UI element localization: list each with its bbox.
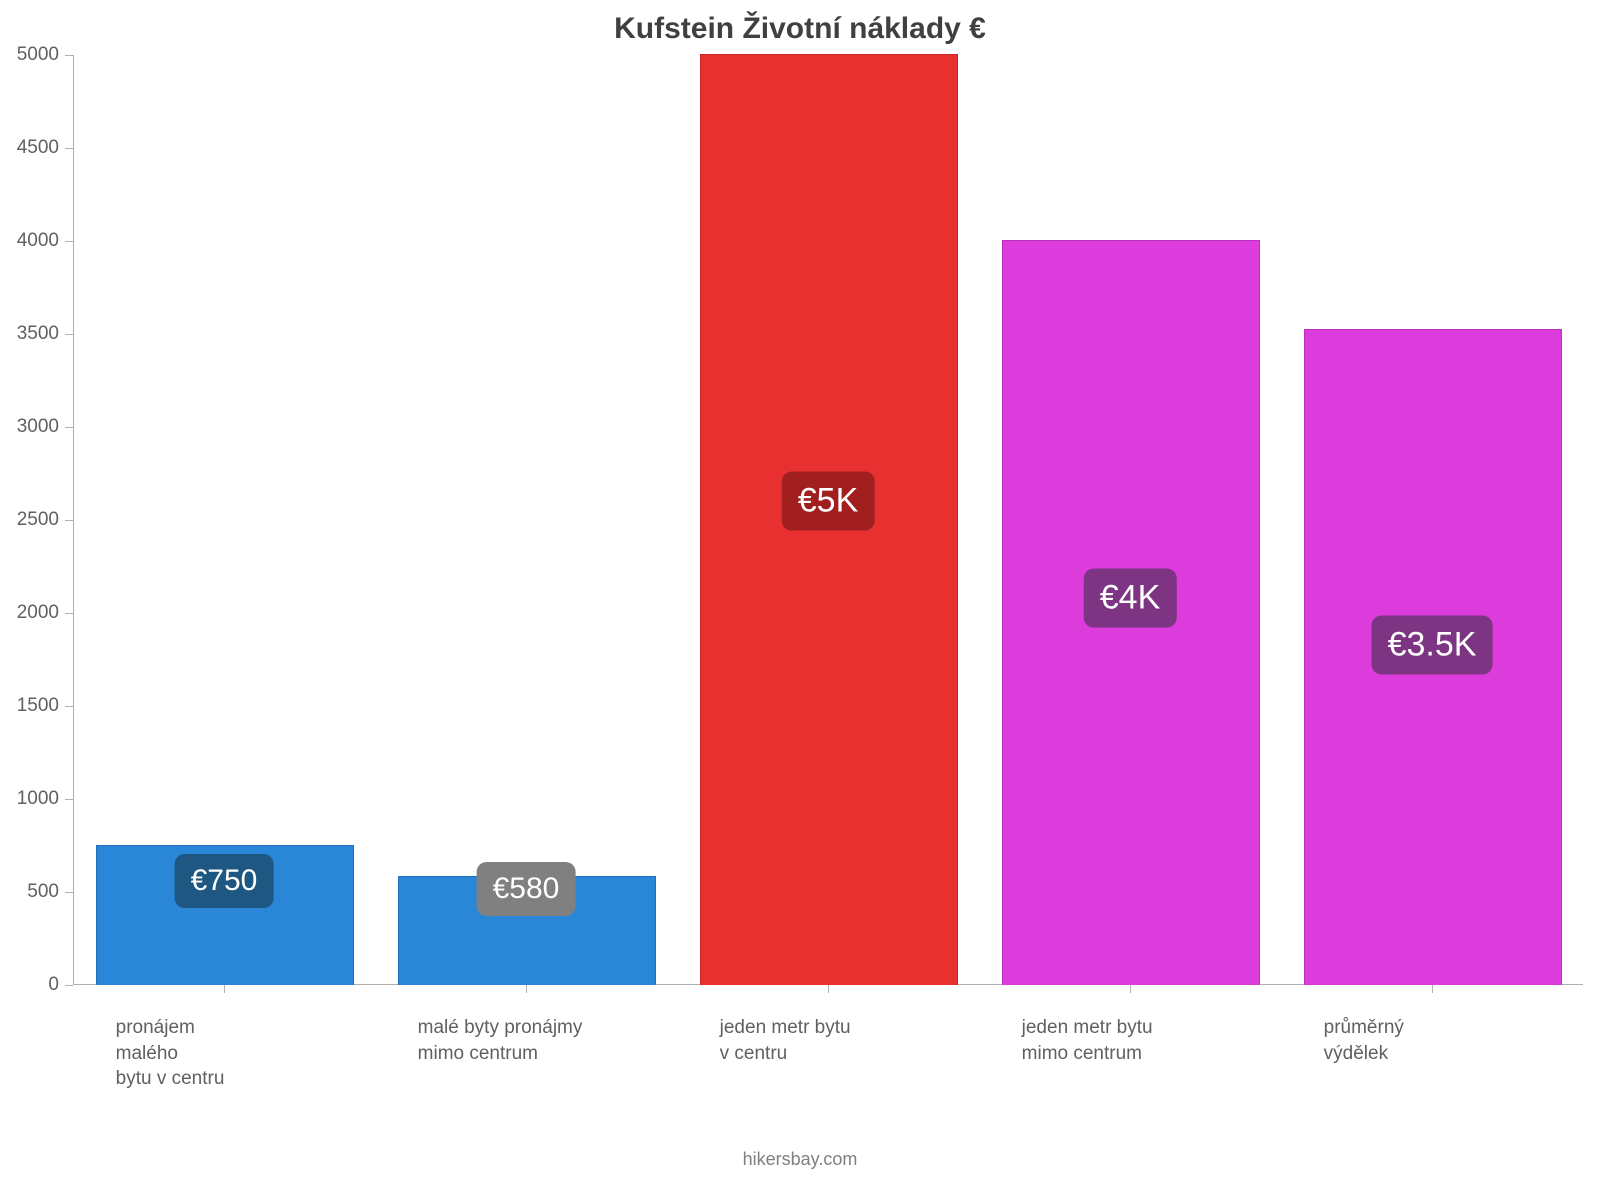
- xtick-label: jeden metr bytumimo centrum: [1022, 1015, 1153, 1066]
- ytick-label: 1000: [17, 788, 59, 810]
- bar-value-label: €750: [175, 854, 274, 908]
- xtick-mark: [828, 985, 829, 993]
- ytick-mark: [65, 241, 73, 242]
- ytick-mark: [65, 148, 73, 149]
- ytick-mark: [65, 55, 73, 56]
- attribution-text: hikersbay.com: [0, 1149, 1600, 1170]
- bar-value-label: €5K: [782, 472, 875, 531]
- bar-value-label: €580: [477, 862, 576, 916]
- xtick-mark: [224, 985, 225, 993]
- ytick-mark: [65, 427, 73, 428]
- ytick-mark: [65, 985, 73, 986]
- y-axis-line: [73, 55, 74, 985]
- ytick-label: 2000: [17, 602, 59, 624]
- ytick-label: 0: [48, 974, 59, 996]
- ytick-label: 500: [27, 881, 59, 903]
- bar-value-label: €4K: [1084, 569, 1177, 628]
- ytick-mark: [65, 334, 73, 335]
- ytick-label: 4000: [17, 230, 59, 252]
- plot-area: 0500100015002000250030003500400045005000…: [73, 55, 1583, 985]
- ytick-label: 5000: [17, 44, 59, 66]
- ytick-label: 2500: [17, 509, 59, 531]
- xtick-mark: [526, 985, 527, 993]
- ytick-mark: [65, 799, 73, 800]
- ytick-label: 4500: [17, 137, 59, 159]
- ytick-mark: [65, 892, 73, 893]
- xtick-label: malé byty pronájmymimo centrum: [418, 1015, 583, 1066]
- ytick-mark: [65, 520, 73, 521]
- xtick-label: jeden metr bytuv centru: [720, 1015, 851, 1066]
- ytick-label: 1500: [17, 695, 59, 717]
- ytick-mark: [65, 706, 73, 707]
- xtick-label: průměrnývýdělek: [1324, 1015, 1404, 1066]
- xtick-label: pronájemmaléhobytu v centru: [116, 1015, 225, 1092]
- cost-of-living-chart: Kufstein Životní náklady € 0500100015002…: [0, 0, 1600, 1200]
- ytick-label: 3500: [17, 323, 59, 345]
- xtick-mark: [1130, 985, 1131, 993]
- ytick-mark: [65, 613, 73, 614]
- chart-title: Kufstein Životní náklady €: [0, 12, 1600, 46]
- ytick-label: 3000: [17, 416, 59, 438]
- xtick-mark: [1432, 985, 1433, 993]
- bar-value-label: €3.5K: [1372, 615, 1493, 674]
